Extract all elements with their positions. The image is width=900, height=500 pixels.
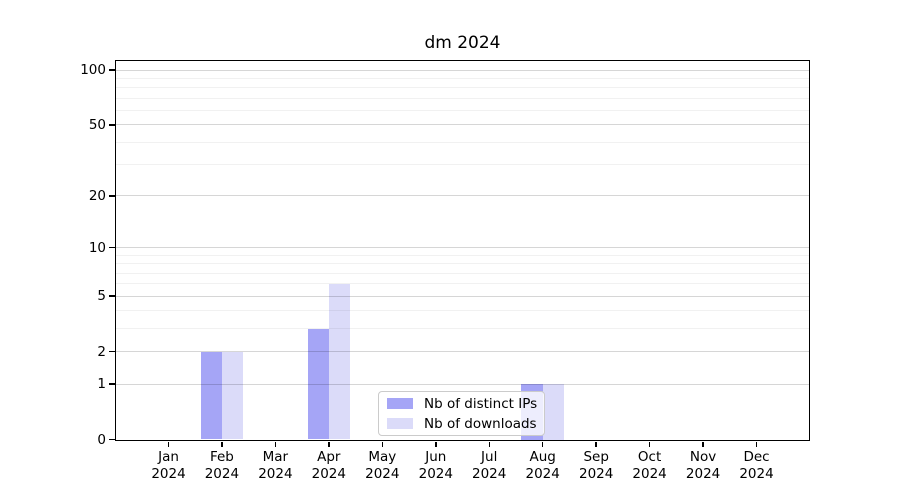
y-axis-tick (109, 246, 115, 249)
legend-label-downloads: Nb of downloads (424, 415, 537, 432)
x-axis-tick (488, 442, 490, 447)
x-tick-label: Nov 2024 (685, 449, 721, 482)
x-tick-label: Jun 2024 (418, 449, 453, 482)
y-axis-tick (109, 383, 115, 385)
gridline-minor (116, 141, 809, 143)
x-axis-tick (435, 442, 437, 447)
gridline-minor (116, 272, 809, 274)
y-axis-tick (109, 350, 115, 353)
bar-nb-of-distinct-ips (307, 328, 329, 440)
y-tick-label: 10 (88, 239, 106, 256)
gridline-major (116, 295, 809, 297)
x-tick-label: Mar 2024 (258, 449, 293, 482)
gridline-major (116, 351, 809, 353)
y-axis-tick (109, 295, 115, 297)
x-axis-tick (221, 442, 223, 447)
x-tick-label: Oct 2024 (632, 449, 667, 482)
gridline-minor (116, 283, 809, 285)
gridline-major (116, 383, 809, 385)
x-axis-tick (381, 442, 384, 447)
x-tick-label: Aug 2024 (525, 449, 560, 482)
y-tick-label: 100 (80, 62, 106, 79)
bar-nb-of-downloads (328, 283, 351, 440)
x-axis-tick (328, 442, 330, 447)
legend: Nb of distinct IPs Nb of downloads (378, 391, 545, 436)
y-axis-tick (109, 195, 115, 197)
y-tick-label: 20 (88, 187, 106, 204)
gridline-major (116, 247, 809, 249)
x-axis-tick (648, 442, 651, 447)
gridline-minor (116, 254, 809, 256)
legend-swatch-downloads (387, 418, 413, 429)
gridline-major (116, 124, 809, 126)
y-axis-tick (109, 438, 115, 441)
x-axis-tick (702, 442, 704, 447)
x-axis-tick (755, 442, 758, 447)
y-axis-tick (109, 124, 115, 126)
legend-swatch-distinct-ips (387, 398, 413, 409)
x-tick-label: May 2024 (365, 449, 400, 482)
y-tick-label: 5 (97, 288, 106, 305)
x-axis-tick (541, 442, 544, 447)
gridline-minor (116, 310, 809, 312)
gridline-minor (116, 263, 809, 265)
x-axis-tick (167, 442, 170, 447)
x-axis-tick (595, 442, 597, 447)
legend-item-downloads: Nb of downloads (387, 416, 544, 432)
x-axis-tick (274, 442, 277, 447)
gridline-minor (116, 78, 809, 79)
y-tick-label: 2 (97, 343, 106, 360)
bar-nb-of-downloads (221, 351, 244, 440)
y-tick-label: 50 (88, 116, 106, 133)
gridline-minor (116, 110, 809, 111)
gridline-minor (116, 328, 809, 330)
chart-title: dm 2024 (424, 33, 501, 53)
bar-nb-of-downloads (542, 384, 565, 440)
gridline-minor (116, 164, 809, 166)
legend-item-distinct-ips: Nb of distinct IPs (387, 396, 544, 412)
y-tick-label: 1 (97, 376, 106, 392)
legend-label-distinct-ips: Nb of distinct IPs (424, 395, 538, 412)
x-tick-label: Jul 2024 (472, 449, 507, 482)
gridline-minor (116, 87, 809, 89)
y-axis-tick (109, 69, 115, 71)
x-tick-label: Apr 2024 (311, 449, 346, 482)
gridline-minor (116, 97, 809, 99)
x-tick-label: Sep 2024 (579, 449, 614, 482)
x-tick-label: Dec 2024 (739, 449, 774, 482)
gridline-major (116, 195, 809, 197)
y-tick-label: 0 (97, 431, 106, 448)
bar-nb-of-distinct-ips (200, 351, 222, 440)
x-tick-label: Jan 2024 (151, 449, 186, 482)
gridline-major (116, 69, 809, 71)
x-tick-label: Feb 2024 (204, 449, 240, 482)
